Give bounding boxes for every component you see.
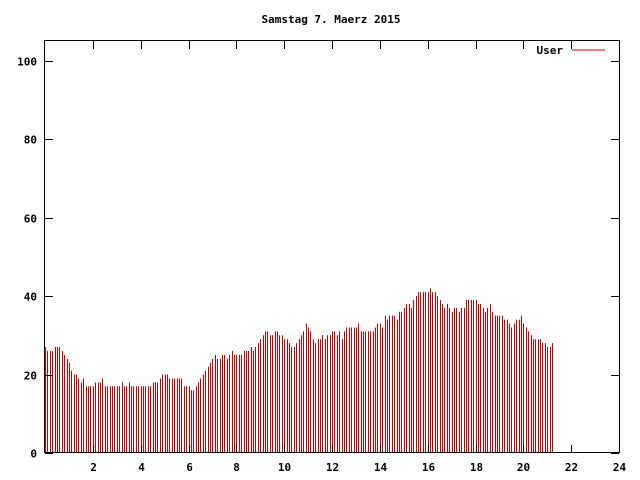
x-tick-label: 24	[613, 461, 627, 474]
y-tick-label: 60	[24, 213, 37, 226]
chart-title: Samstag 7. Maerz 2015	[261, 13, 400, 26]
x-tick-label: 20	[517, 461, 530, 474]
x-tick-label: 6	[186, 461, 193, 474]
y-tick-label: 20	[24, 370, 37, 383]
y-tick-label: 0	[30, 448, 37, 461]
plot-frame	[44, 40, 620, 453]
x-tick-label: 22	[565, 461, 578, 474]
x-tick-label: 4	[138, 461, 145, 474]
x-axis: 2 4 6 8 10 12 14 16 18 20 22 24	[90, 41, 626, 474]
y-tick-label: 40	[24, 291, 37, 304]
bar-series	[45, 288, 553, 453]
x-tick-label: 10	[278, 461, 291, 474]
x-tick-label: 18	[470, 461, 483, 474]
legend-label: User	[537, 44, 564, 57]
x-tick-label: 16	[422, 461, 436, 474]
legend: User	[537, 44, 605, 57]
y-tick-label: 100	[17, 56, 37, 69]
x-tick-label: 12	[326, 461, 339, 474]
y-tick-label: 80	[24, 134, 37, 147]
x-tick-label: 14	[374, 461, 388, 474]
x-tick-label: 2	[90, 461, 97, 474]
x-tick-label: 8	[233, 461, 240, 474]
y-axis: 0 20 40 60 80 100	[17, 56, 619, 461]
